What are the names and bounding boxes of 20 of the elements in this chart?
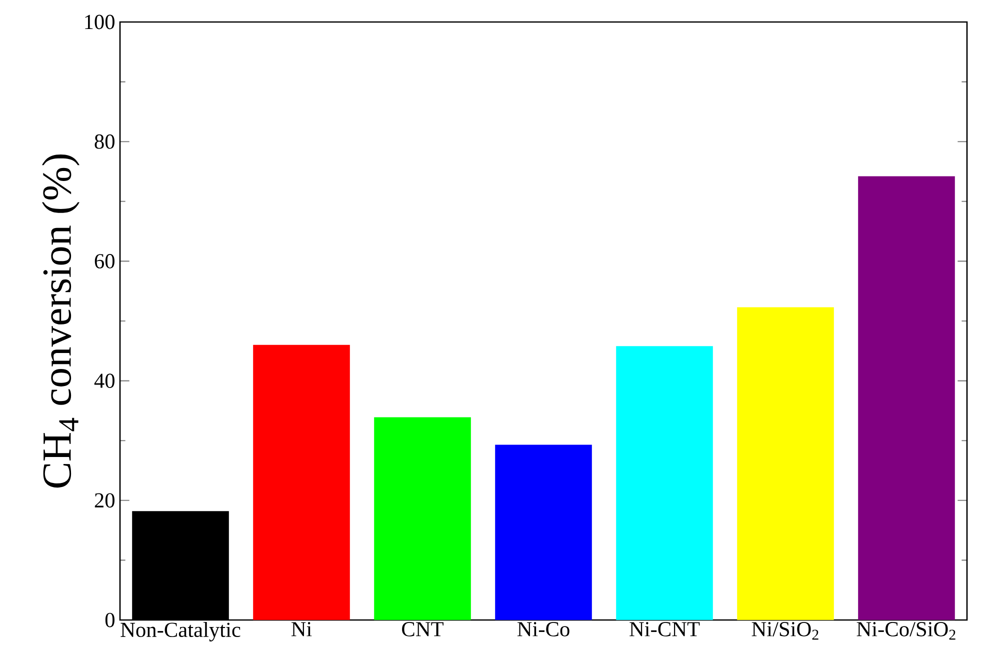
bar <box>374 417 471 620</box>
x-tick-label: Ni <box>291 622 312 636</box>
bar <box>858 176 955 620</box>
x-tick-label: CNT <box>402 622 444 636</box>
y-tick-label: 80 <box>94 134 114 149</box>
bar <box>253 344 350 620</box>
y-tick-label: 60 <box>94 254 114 268</box>
x-tick-label: Ni-Co/SiO$_{2}$ <box>856 622 956 640</box>
y-tick-label: 20 <box>94 493 114 508</box>
y-tick-label: 100 <box>85 14 114 30</box>
x-tick-label: Ni-CNT <box>630 622 700 636</box>
y-tick-label: 0 <box>105 612 114 628</box>
bar <box>495 444 592 620</box>
bar <box>737 307 834 620</box>
x-tick-label: Ni-Co <box>517 622 570 636</box>
y-axis-title: CH$_{4}$ conversion (%) <box>42 154 80 488</box>
bar <box>616 346 713 620</box>
x-tick-label: Ni/SiO$_{2}$ <box>752 622 818 640</box>
y-tick-label: 40 <box>94 374 114 388</box>
x-tick-label: Non-Catalytic <box>120 622 240 642</box>
